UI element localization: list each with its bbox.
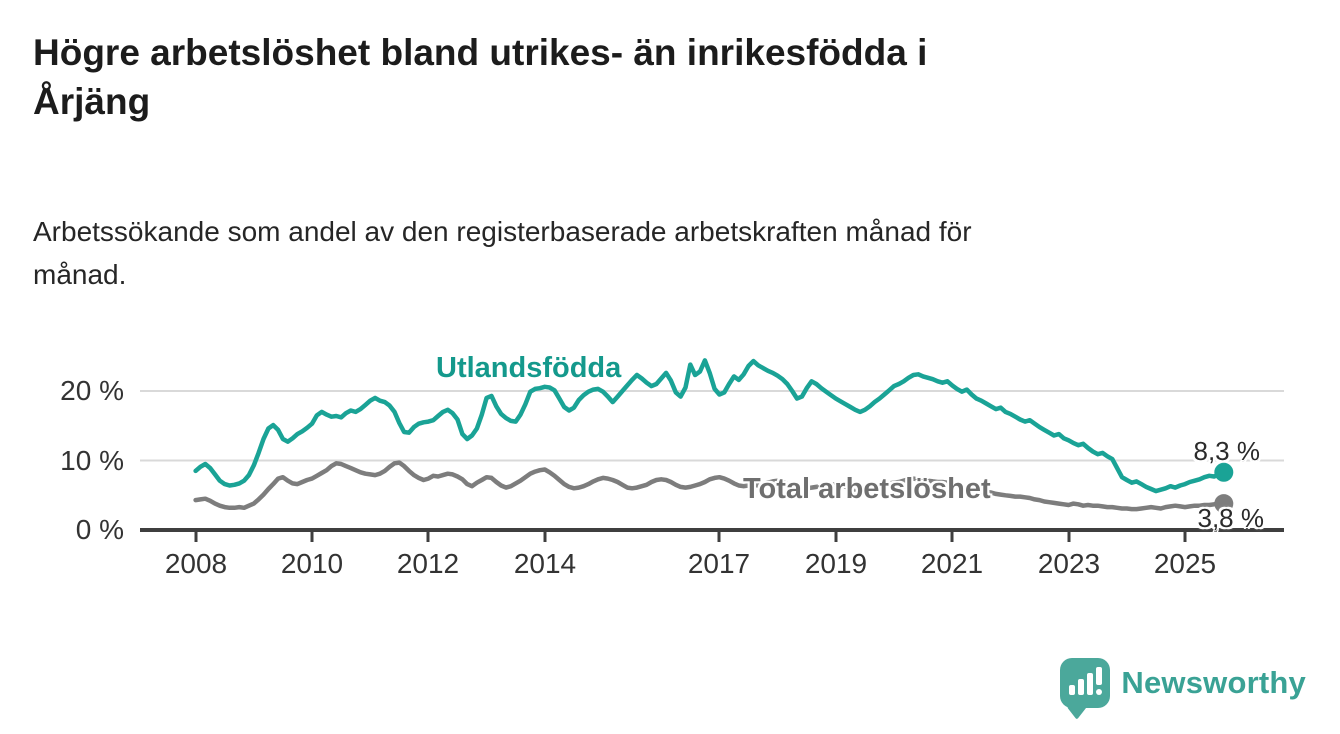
x-tick-label-2017: 2017 <box>688 548 750 579</box>
end-dot-utlandsfodda <box>1214 462 1234 482</box>
chart-title-line-1: Högre arbetslöshet bland utrikes- än inr… <box>33 32 928 73</box>
chart-title: Högre arbetslöshet bland utrikes- än inr… <box>33 28 1233 126</box>
chart-subtitle-line-2: månad. <box>33 259 127 291</box>
x-tick-label-2014: 2014 <box>514 548 576 579</box>
chart-subtitle-line-1: Arbetssökande som andel av den registerb… <box>33 216 972 247</box>
series-label-utlandsfodda: Utlandsfödda <box>436 352 622 384</box>
x-tick-label-2025: 2025 <box>1154 548 1216 579</box>
chart-title-line-2: Årjäng <box>33 81 151 123</box>
end-value-label-utlandsfodda: 8,3 % <box>1193 436 1261 466</box>
x-tick-label-2008: 2008 <box>165 548 227 579</box>
end-dot-total-arbetsloshet <box>1214 494 1234 514</box>
x-tick-label-2021: 2021 <box>921 548 983 579</box>
y-tick-label-0: 0 % <box>76 514 124 545</box>
x-axis-ticks <box>194 530 1187 542</box>
y-tick-label-10: 10 % <box>60 445 124 476</box>
series-layer <box>193 358 1234 514</box>
y-tick-label-20: 20 % <box>60 375 124 406</box>
x-tick-label-2019: 2019 <box>805 548 867 579</box>
bar-chart-bubble-icon <box>1060 658 1111 720</box>
logo-wordmark: Newsworthy <box>1121 665 1306 700</box>
end-value-label-total: 3,8 % <box>1197 503 1265 533</box>
x-tick-label-2010: 2010 <box>281 548 343 579</box>
line-total-arbetsloshet <box>193 460 1227 512</box>
chart-subtitle: Arbetssökande som andel av den registerb… <box>33 210 1253 297</box>
x-tick-label-2023: 2023 <box>1038 548 1100 579</box>
line-utlandsfodda <box>193 358 1227 494</box>
series-label-total-arbetsloshet: Total arbetslöshet <box>743 473 991 505</box>
x-tick-label-2012: 2012 <box>397 548 459 579</box>
newsworthy-logo: Newsworthy <box>1060 658 1306 720</box>
